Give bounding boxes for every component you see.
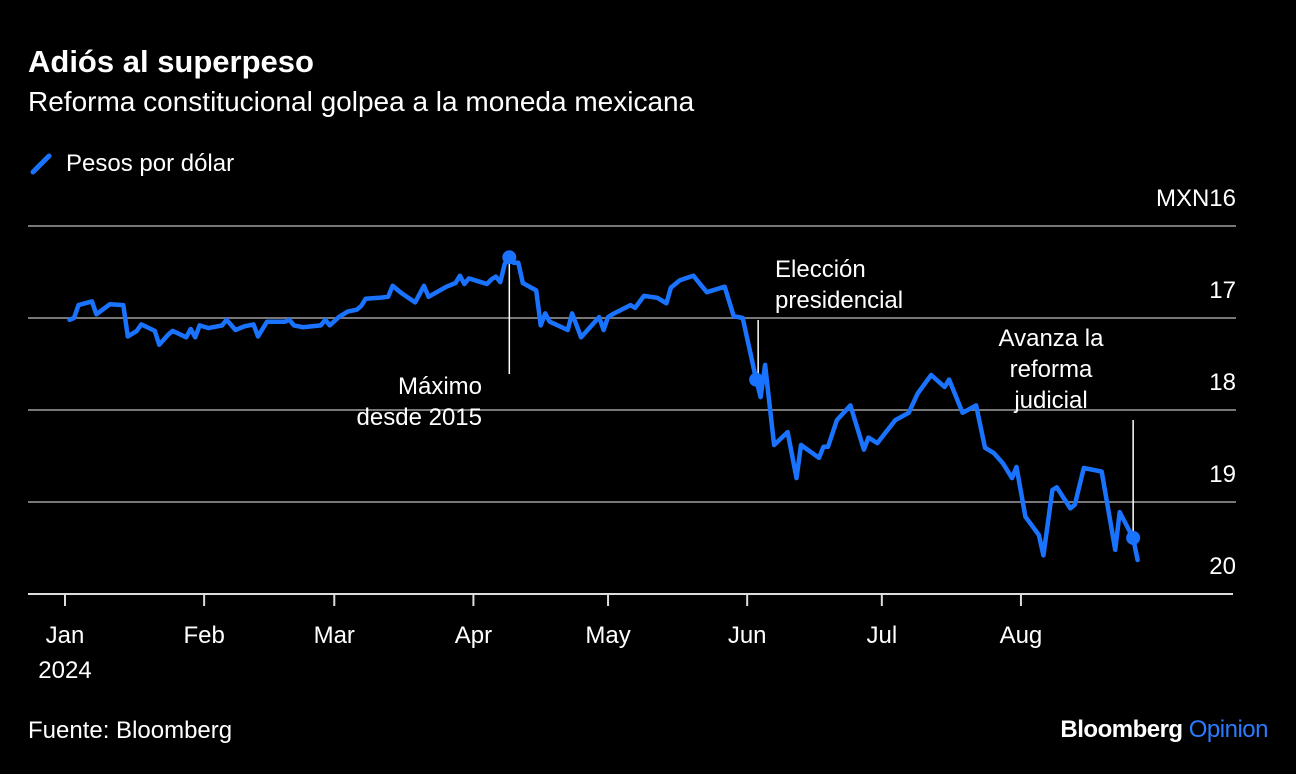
legend: Pesos por dólar	[30, 150, 234, 178]
x-tick-label: Jul	[866, 622, 897, 649]
x-tick-label: Aug	[1000, 622, 1043, 649]
series-line-pesos-por-dolar	[67, 255, 1140, 563]
legend-label: Pesos por dólar	[66, 150, 235, 177]
annotation-text: desde 2015	[357, 404, 482, 431]
source-note: Fuente: Bloomberg	[28, 717, 233, 744]
legend-swatch-icon	[30, 153, 52, 175]
x-tick-label: May	[585, 622, 630, 649]
y-tick-label: 19	[1209, 461, 1236, 488]
x-tick-label: Jun	[728, 622, 767, 649]
y-tick-label: 18	[1209, 369, 1236, 396]
annotation-text: Máximo	[398, 373, 482, 400]
annotation-text: presidencial	[775, 287, 903, 314]
x-tick-label: Jan	[46, 622, 85, 649]
y-tick-label: 17	[1209, 277, 1236, 304]
bloomberg-opinion-logo: Bloomberg Opinion	[1060, 716, 1268, 744]
annotation-text: Elección	[775, 256, 866, 283]
logo-brand: Bloomberg	[1060, 716, 1183, 743]
annotation-marker	[1126, 530, 1141, 545]
x-year-label: 2024	[38, 657, 91, 684]
annotation-text: judicial	[1013, 387, 1087, 414]
y-tick-label: 20	[1209, 553, 1236, 580]
y-tick-label: MXN16	[1156, 185, 1236, 212]
annotation-text: reforma	[1010, 356, 1093, 383]
chart-subtitle: Reforma constitucional golpea a la moned…	[28, 86, 695, 117]
logo-product: Opinion	[1188, 716, 1269, 743]
x-tick-label: Apr	[455, 622, 492, 649]
x-tick-label: Feb	[183, 622, 224, 649]
annotation-text: Avanza la	[999, 325, 1105, 352]
chart-title: Adiós al superpeso	[28, 44, 314, 79]
x-tick-label: Mar	[314, 622, 355, 649]
annotation-marker	[749, 372, 764, 387]
annotation-marker	[502, 250, 517, 265]
